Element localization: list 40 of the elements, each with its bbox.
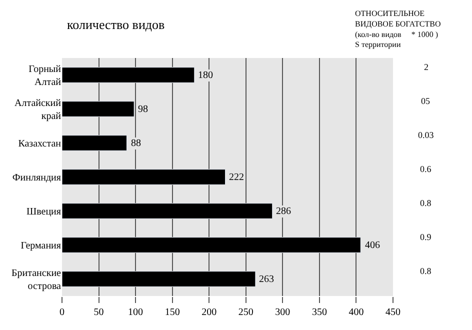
x-tick-label: 450: [386, 307, 400, 318]
y-tick-label: Горный Алтай: [28, 64, 62, 88]
text: 2: [424, 62, 428, 72]
chart-title: количество видов: [67, 17, 165, 32]
bar: [62, 101, 134, 117]
y-tick-label: Британские острова: [12, 268, 62, 292]
y-tick-label: Алтайский край: [14, 98, 62, 122]
x-tick-label: 400: [348, 307, 364, 318]
x-tick-label: 250: [238, 307, 254, 318]
bar: [62, 67, 195, 83]
text: 05: [421, 96, 430, 106]
data-label: 98: [138, 104, 148, 115]
text: 0.9: [420, 232, 432, 242]
data-label: 180: [198, 70, 213, 81]
text: 0.8: [420, 198, 432, 208]
x-tick-label: 50: [94, 307, 104, 318]
bar: [62, 271, 256, 287]
data-label: 222: [229, 172, 244, 183]
x-tick-label: 300: [275, 307, 290, 318]
text: ОТНОСИТЕЛЬНОЕ ВИДОВОЕ БОГАТСТВО (кол-во видов * 1000 ) S территории: [355, 9, 441, 50]
data-label: 406: [365, 240, 380, 251]
data-label: 286: [276, 206, 291, 217]
y-tick-label: Германия: [20, 240, 62, 252]
text: 0.8: [420, 266, 432, 276]
y-tick-label: Финляндия: [12, 172, 62, 184]
y-tick-label: Казахстан: [18, 138, 62, 150]
data-label: 263: [259, 274, 274, 285]
bar: [62, 237, 361, 253]
x-tick-label: 200: [202, 307, 217, 318]
x-tick-label: 150: [164, 307, 180, 318]
text: 0.03: [418, 130, 434, 140]
bar: [62, 203, 273, 219]
y-tick-label: Швеция: [26, 206, 62, 218]
x-tick-label: 0: [60, 307, 64, 318]
bar: [62, 169, 226, 185]
data-label: 88: [131, 138, 141, 149]
x-tick-label: 100: [128, 307, 144, 318]
x-tick-label: 350: [312, 307, 327, 318]
text: 0.6: [420, 164, 432, 174]
bar: [62, 135, 127, 151]
